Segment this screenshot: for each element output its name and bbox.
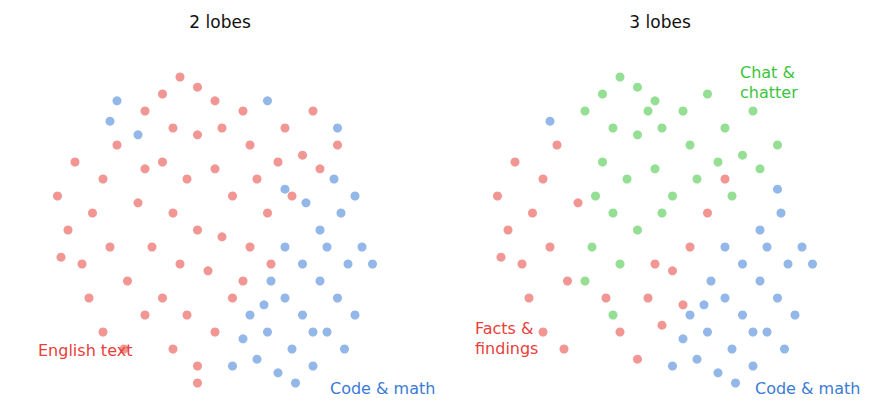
svg-text:findings: findings (475, 339, 538, 358)
svg-text:English text: English text (38, 341, 132, 360)
svg-text:3 lobes: 3 lobes (629, 12, 691, 32)
svg-text:Code & math: Code & math (330, 379, 435, 398)
svg-text:Facts &: Facts & (475, 319, 534, 338)
svg-text:2 lobes: 2 lobes (189, 12, 251, 32)
svg-text:Chat &: Chat & (740, 63, 795, 82)
svg-text:Code & math: Code & math (755, 379, 860, 398)
svg-text:chatter: chatter (740, 83, 798, 102)
